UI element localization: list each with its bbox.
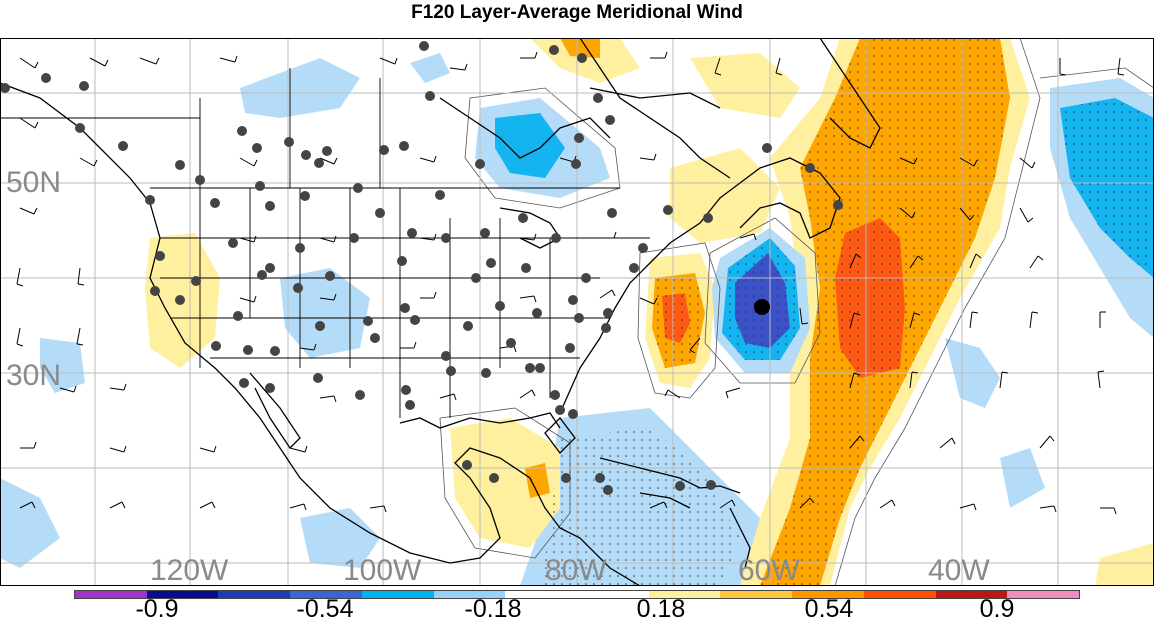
colorbar-tick-label: 0.9 [979, 595, 1015, 623]
colorbar-segment [218, 591, 291, 598]
colorbar-segment [792, 591, 864, 598]
colorbar-segment [648, 591, 721, 598]
colorbar-segment [720, 591, 793, 598]
station-markers [0, 41, 843, 495]
colorbar-tick-label: -0.18 [464, 595, 522, 623]
colorbar-segment [577, 591, 649, 598]
map-title: F120 Layer-Average Meridional Wind [411, 2, 743, 23]
colorbar-tick-label: -0.54 [296, 595, 354, 623]
longitude-label-100w: 100W [343, 554, 422, 587]
colorbar-segment [935, 591, 1008, 598]
colorbar-segment [146, 591, 219, 598]
wind-barbs [16, 51, 1125, 515]
colorbar-segment [433, 591, 506, 598]
longitude-label-60w: 60W [738, 554, 800, 587]
colorbar-segment [361, 591, 434, 598]
latitude-label-50n: 50N [6, 166, 62, 199]
colorbar-tick-label: 0.54 [804, 595, 854, 623]
colorbar-segment [1007, 591, 1080, 598]
colorbar-segment [863, 591, 936, 598]
colorbar [74, 590, 1080, 599]
map-panel [0, 38, 1154, 586]
longitude-label-40w: 40W [928, 554, 990, 587]
contour-lines [439, 38, 1154, 586]
map-svg [0, 38, 1154, 586]
longitude-label-120w: 120W [150, 554, 229, 587]
colorbar-tick-label: -0.9 [135, 595, 179, 623]
cyclone-center-marker [754, 299, 770, 315]
colorbar-segment [75, 591, 147, 598]
graticule [0, 38, 1154, 586]
colorbar-tick-label: 0.18 [636, 595, 686, 623]
latitude-label-30n: 30N [6, 359, 62, 392]
political-boundaries [0, 68, 650, 418]
colorbar-segment [290, 591, 362, 598]
longitude-label-80w: 80W [545, 554, 607, 587]
coastlines [0, 38, 881, 586]
colorbar-segment [505, 591, 578, 598]
